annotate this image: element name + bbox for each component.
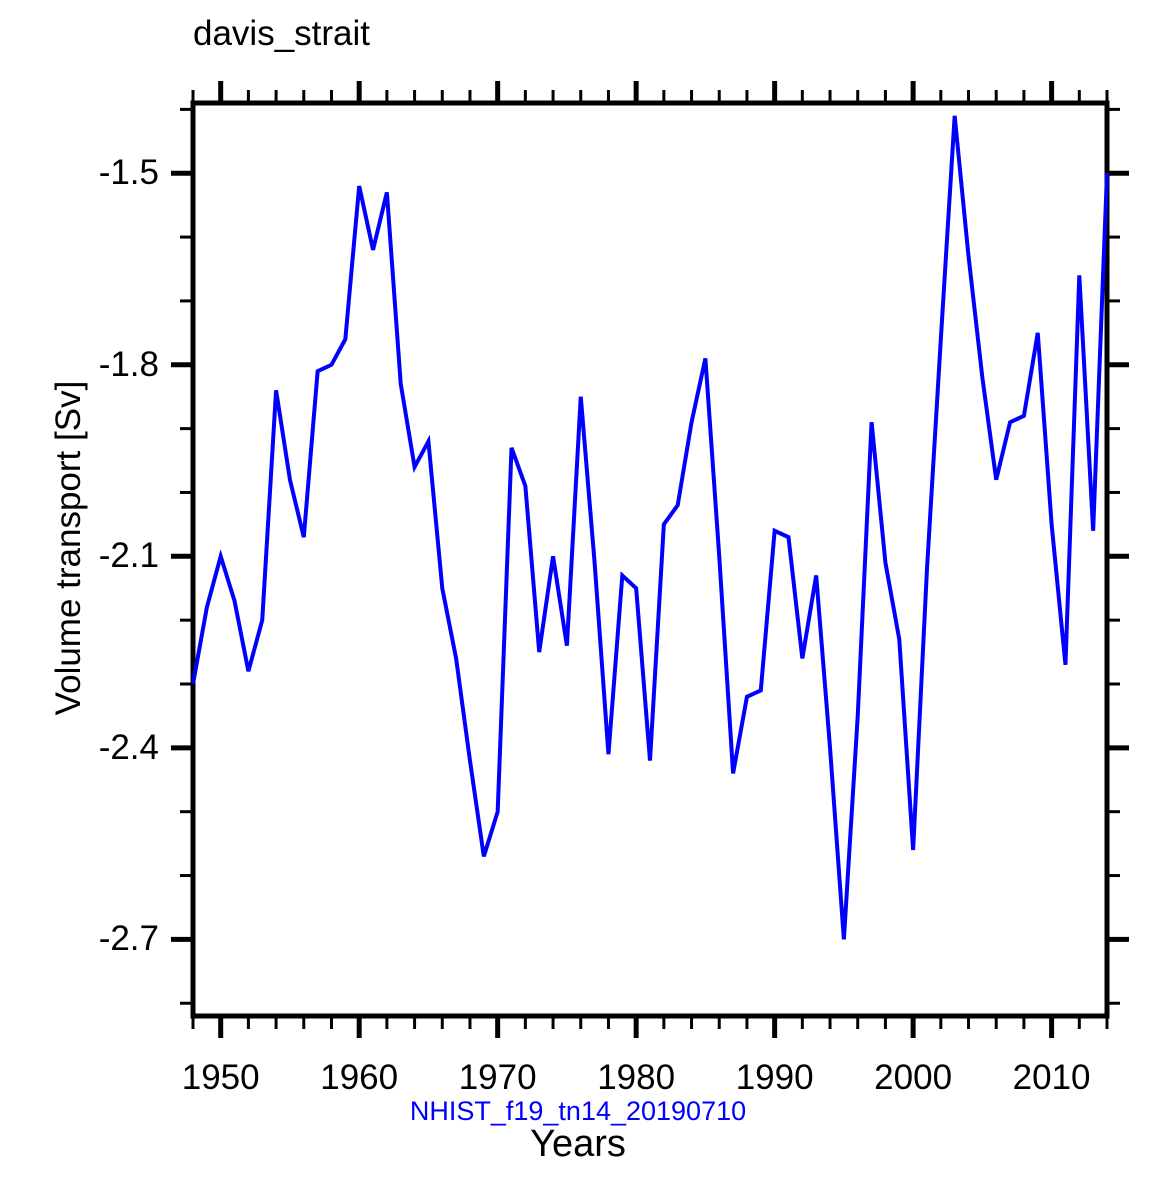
chart-title: davis_strait (193, 14, 371, 53)
x-tick-label: 1950 (181, 1058, 260, 1097)
axes-frame (190, 100, 1110, 1019)
x-tick-label: 1960 (320, 1058, 399, 1097)
chart-subtitle: NHIST_f19_tn14_20190710 (409, 1096, 747, 1126)
data-series-group (191, 115, 1109, 940)
x-tick-label: 1990 (735, 1058, 814, 1097)
x-tick-label: 1980 (597, 1058, 676, 1097)
x-tick-label: 2000 (874, 1058, 953, 1097)
y-tick-label: -2.7 (98, 919, 159, 959)
x-tick-label: 1970 (458, 1058, 537, 1097)
y-tick-label: -2.1 (98, 536, 159, 576)
x-axis-label: Years (530, 1123, 626, 1165)
y-tick-label: -1.5 (98, 153, 159, 193)
data-line-nhist (191, 115, 1109, 940)
x-tick-label: 2010 (1012, 1058, 1091, 1097)
axis-ticks (171, 81, 1129, 1038)
y-tick-label: -2.4 (98, 727, 159, 767)
y-tick-label: -1.8 (98, 344, 159, 384)
